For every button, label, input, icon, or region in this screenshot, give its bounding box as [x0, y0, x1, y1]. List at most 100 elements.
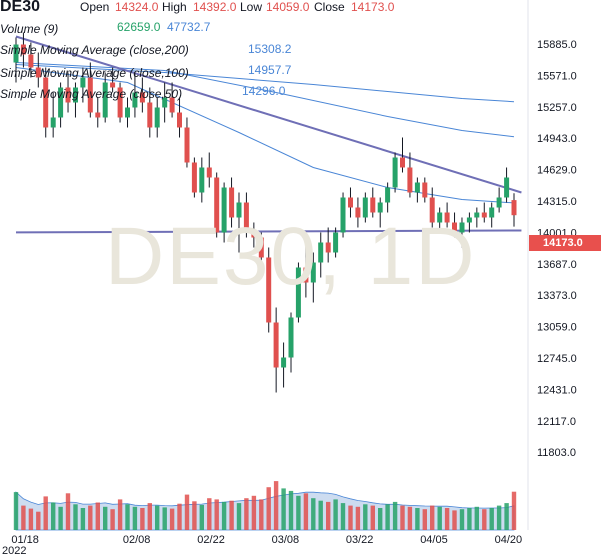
x-tick-label: 03/08: [272, 534, 300, 546]
candle-body: [385, 187, 391, 203]
candle-body: [318, 242, 324, 263]
x-tick-label: 04/20: [495, 534, 523, 546]
volume-bar: [467, 508, 472, 530]
volume-bar: [422, 509, 427, 530]
last-price-badge: 14173.0: [529, 235, 601, 251]
y-tick-label: 15571.0: [537, 70, 577, 82]
candle-body: [325, 242, 331, 253]
candle-body: [132, 92, 138, 108]
candle-body: [481, 212, 487, 218]
volume-bar: [13, 492, 19, 530]
candle-body: [340, 197, 346, 233]
volume-bar: [355, 506, 361, 530]
candle-body: [496, 197, 502, 208]
volume-bar: [437, 506, 442, 530]
candle-body: [459, 222, 465, 233]
volume-bar: [452, 510, 457, 530]
y-tick-label: 12745.0: [537, 353, 577, 365]
candle-body: [206, 167, 212, 178]
volume-bar: [184, 494, 190, 530]
volume-bar: [348, 505, 353, 530]
volume-bar: [199, 504, 204, 530]
volume-bar: [378, 508, 383, 530]
candle-body: [229, 187, 235, 218]
candle-body: [58, 87, 64, 118]
volume-bar: [266, 487, 271, 530]
volume-bar: [244, 498, 249, 530]
y-tick-label: 12117.0: [537, 416, 576, 428]
volume-bar: [125, 504, 130, 530]
y-tick-label: 13687.0: [537, 259, 577, 271]
candle-body: [214, 177, 220, 233]
symbol-label[interactable]: DE30: [0, 0, 41, 15]
volume-bar: [88, 505, 93, 530]
candle-body: [303, 267, 309, 283]
volume-bar: [363, 504, 368, 530]
candle-body: [273, 322, 279, 368]
volume-bar: [132, 506, 138, 530]
volume-label[interactable]: Volume (9): [0, 22, 59, 36]
candle-body: [87, 77, 93, 113]
volume-bar: [273, 481, 279, 530]
candle-body: [80, 77, 86, 88]
high-value: 14392.0: [193, 0, 237, 14]
volume-bar: [318, 500, 323, 530]
candle-body: [154, 107, 160, 128]
volume-value: 62659.0: [117, 20, 161, 34]
volume-bar: [288, 490, 294, 530]
sma-100-label[interactable]: Simple Moving Average (close,100): [0, 66, 189, 80]
volume-bar: [407, 506, 413, 530]
candle-body: [266, 257, 272, 323]
volume-bar: [192, 501, 197, 530]
volume-bar: [155, 505, 160, 530]
volume-bar: [117, 499, 123, 530]
open-label: Open: [80, 0, 110, 14]
x-tick-label: 01/18: [11, 534, 39, 546]
y-tick-label: 13373.0: [537, 290, 577, 302]
volume-bar: [58, 506, 63, 530]
sma-50-label[interactable]: Simple Moving Average (close,50): [0, 87, 183, 101]
volume-bar: [489, 508, 494, 530]
sma-200-label[interactable]: Simple Moving Average (close,200): [0, 43, 189, 57]
volume-bar: [207, 498, 212, 530]
volume-bar: [36, 511, 41, 530]
volume-bar: [430, 505, 435, 530]
candle-body: [355, 207, 361, 218]
candle-body: [139, 92, 145, 103]
volume-bar: [95, 502, 100, 530]
candle-body: [35, 67, 41, 78]
candle-body: [117, 87, 123, 118]
candle-body: [281, 357, 287, 368]
y-tick-label: 15885.0: [537, 39, 577, 51]
candle-body: [407, 167, 413, 193]
descending-trendline[interactable]: [15, 35, 522, 194]
candle-body: [392, 157, 398, 188]
candle-body: [444, 212, 450, 223]
y-tick-label: 14943.0: [537, 133, 577, 145]
volume-bar: [177, 503, 182, 530]
candle-body: [110, 82, 116, 88]
volume-bar: [303, 493, 309, 530]
volume-bar: [162, 507, 167, 530]
volume-bar: [415, 508, 420, 530]
x-tick-label: 03/22: [346, 534, 374, 546]
x-tick-label: 04/05: [420, 534, 448, 546]
volume-bar: [311, 498, 316, 530]
candle-body: [147, 102, 153, 128]
volume-bar: [326, 501, 331, 530]
candle-body: [65, 87, 71, 103]
candle-body: [348, 197, 353, 208]
volume-bar: [221, 501, 227, 530]
y-tick-label: 14629.0: [537, 165, 577, 177]
candle-body: [95, 112, 101, 118]
volume-bar: [147, 503, 152, 530]
candle-body: [370, 197, 376, 213]
candle-body: [422, 182, 428, 198]
volume-bar: [140, 508, 145, 530]
volume-bar: [444, 508, 450, 530]
volume-bar: [73, 504, 78, 530]
candle-body: [295, 267, 301, 318]
volume-bar: [259, 499, 264, 530]
support-trendline[interactable]: [15, 229, 522, 234]
